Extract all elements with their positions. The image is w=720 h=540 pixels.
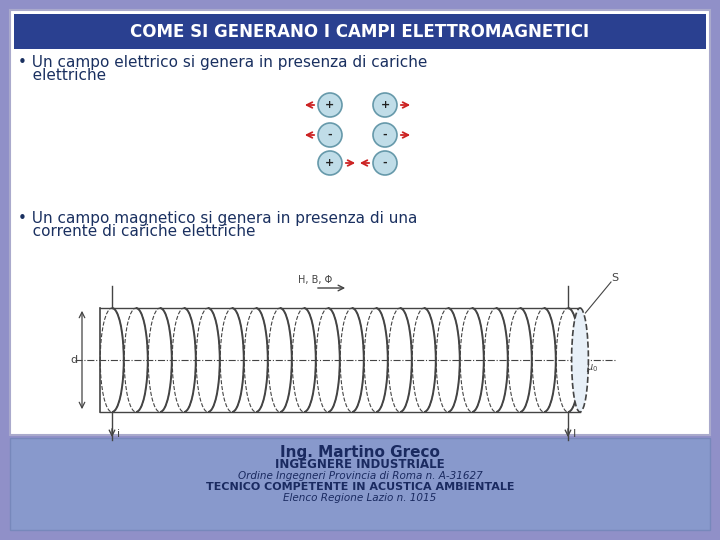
Ellipse shape bbox=[572, 308, 588, 412]
Text: COME SI GENERANO I CAMPI ELETTROMAGNETICI: COME SI GENERANO I CAMPI ELETTROMAGNETIC… bbox=[130, 23, 590, 41]
Text: +: + bbox=[325, 100, 335, 110]
Text: i: i bbox=[117, 429, 120, 439]
Text: corrente di cariche elettriche: corrente di cariche elettriche bbox=[18, 225, 256, 240]
Text: elettriche: elettriche bbox=[18, 69, 106, 84]
Text: I: I bbox=[573, 429, 576, 439]
Text: S: S bbox=[611, 273, 618, 283]
FancyBboxPatch shape bbox=[10, 438, 710, 530]
Text: +: + bbox=[325, 158, 335, 168]
Circle shape bbox=[318, 151, 342, 175]
Text: $\mu_0$: $\mu_0$ bbox=[586, 362, 598, 374]
Text: INGEGNERE INDUSTRIALE: INGEGNERE INDUSTRIALE bbox=[275, 458, 445, 471]
Circle shape bbox=[373, 93, 397, 117]
Circle shape bbox=[318, 123, 342, 147]
Text: -: - bbox=[383, 158, 387, 168]
Circle shape bbox=[318, 93, 342, 117]
Circle shape bbox=[373, 123, 397, 147]
Text: • Un campo magnetico si genera in presenza di una: • Un campo magnetico si genera in presen… bbox=[18, 211, 418, 226]
Text: • Un campo elettrico si genera in presenza di cariche: • Un campo elettrico si genera in presen… bbox=[18, 55, 428, 70]
Text: Elenco Regione Lazio n. 1015: Elenco Regione Lazio n. 1015 bbox=[284, 493, 436, 503]
Text: -: - bbox=[328, 130, 333, 140]
FancyBboxPatch shape bbox=[14, 14, 706, 49]
Text: H, B, Φ: H, B, Φ bbox=[298, 275, 332, 285]
Text: -: - bbox=[383, 130, 387, 140]
Circle shape bbox=[373, 151, 397, 175]
Text: d: d bbox=[71, 355, 78, 365]
Text: TECNICO COMPETENTE IN ACUSTICA AMBIENTALE: TECNICO COMPETENTE IN ACUSTICA AMBIENTAL… bbox=[206, 482, 514, 492]
Text: Ing. Martino Greco: Ing. Martino Greco bbox=[280, 446, 440, 461]
FancyBboxPatch shape bbox=[10, 10, 710, 435]
Text: Ordine Ingegneri Provincia di Roma n. A-31627: Ordine Ingegneri Provincia di Roma n. A-… bbox=[238, 471, 482, 481]
Text: +: + bbox=[380, 100, 390, 110]
